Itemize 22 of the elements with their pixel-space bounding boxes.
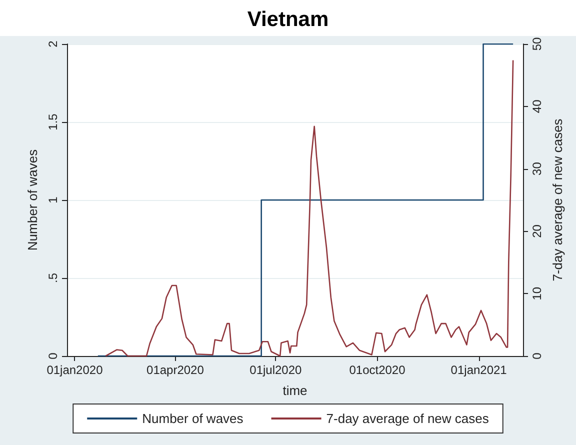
- y-tick-label: 0: [46, 352, 60, 360]
- y2-axis-title: 7-day average of new cases: [550, 118, 565, 282]
- y-tick-label: 1: [46, 196, 60, 204]
- x-tick-label: 01jan2021: [450, 363, 508, 377]
- y-tick-label: 1.5: [46, 113, 60, 130]
- y-tick-label: 2: [46, 40, 60, 48]
- x-tick-label: 01jan2020: [46, 363, 104, 377]
- legend-label: 7-day average of new cases: [326, 411, 490, 426]
- legend-label: Number of waves: [142, 411, 244, 426]
- y2-tick-label: 50: [530, 37, 544, 51]
- y2-tick-label: 40: [530, 99, 544, 114]
- x-tick-label: 01oct2020: [349, 363, 406, 377]
- y2-tick-label: 20: [530, 224, 544, 238]
- x-tick-label: 01apr2020: [146, 363, 204, 377]
- y2-tick-label: 30: [530, 162, 544, 176]
- y-axis-title: Number of waves: [25, 148, 40, 251]
- y2-tick-label: 10: [530, 286, 544, 300]
- x-axis-title: time: [282, 383, 308, 398]
- y2-tick-label: 0: [530, 352, 544, 360]
- y-tick-label: .5: [46, 272, 60, 284]
- x-tick-label: 01jul2020: [250, 363, 302, 377]
- chart-title: Vietnam: [247, 8, 329, 31]
